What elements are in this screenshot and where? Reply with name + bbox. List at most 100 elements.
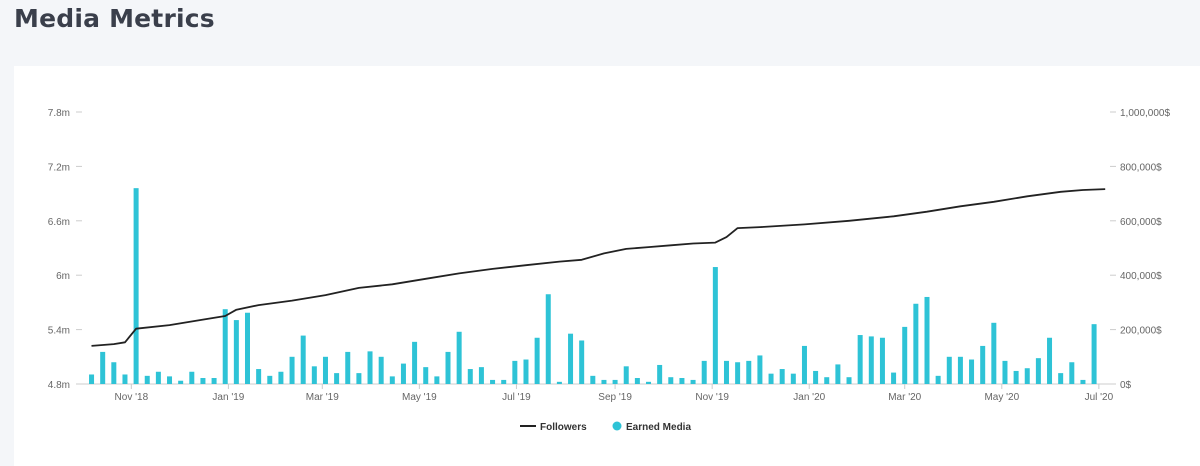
earned-media-bar <box>300 335 306 384</box>
earned-media-bar <box>668 377 674 384</box>
earned-media-bar <box>779 369 785 384</box>
x-tick-label: Sep '19 <box>598 392 632 403</box>
earned-media-bar <box>133 188 139 384</box>
earned-media-bar <box>768 373 774 384</box>
earned-media-bar <box>1002 360 1008 384</box>
earned-media-bar <box>957 356 963 384</box>
earned-media-bar <box>1035 358 1041 384</box>
earned-media-bar <box>100 351 106 384</box>
earned-media-bar <box>412 341 418 384</box>
x-tick-label: May '20 <box>984 392 1019 403</box>
y-left-tick-label: 7.8m <box>48 108 70 119</box>
followers-line-group <box>91 188 1106 347</box>
earned-media-bar <box>523 359 529 384</box>
y-right-tick-label: 200,000$ <box>1120 326 1162 337</box>
earned-media-bar <box>345 351 351 384</box>
earned-media-bar <box>623 366 629 384</box>
earned-media-bar <box>935 375 941 384</box>
y-axis-right: 0$ 200,000$ 400,000$ 600,000$ 800,000$ 1,000,… <box>1110 108 1170 391</box>
earned-media-bar <box>601 379 607 384</box>
earned-media-bar <box>200 378 206 384</box>
earned-media-bar <box>824 377 830 384</box>
earned-media-bar <box>256 369 262 384</box>
y-right-tick-label: 1,000,000$ <box>1120 108 1170 119</box>
earned-media-bars <box>89 188 1097 384</box>
earned-media-bar <box>244 312 250 384</box>
x-tick-label: Jul '19 <box>502 392 531 403</box>
earned-media-bar <box>490 379 496 384</box>
earned-media-bar <box>367 351 373 384</box>
legend-item-followers[interactable]: Followers <box>520 422 587 433</box>
earned-media-bar <box>590 375 596 384</box>
earned-media-bar <box>556 381 562 384</box>
page-title: Media Metrics <box>14 4 215 33</box>
earned-media-bar <box>991 322 997 384</box>
earned-media-bar <box>155 371 161 384</box>
y-left-tick-label: 6m <box>56 271 70 282</box>
earned-media-bar <box>579 340 585 384</box>
earned-media-bar <box>378 356 384 384</box>
x-tick-label: Mar '20 <box>888 392 921 403</box>
y-left-tick-label: 6.6m <box>48 217 70 228</box>
earned-media-bar <box>467 369 473 384</box>
y-left-tick-label: 4.8m <box>48 380 70 391</box>
earned-media-bar <box>501 379 507 384</box>
earned-media-bar <box>746 360 752 384</box>
earned-media-bar <box>946 356 952 384</box>
legend-item-earned-media[interactable]: Earned Media <box>612 421 692 434</box>
earned-media-bar <box>167 376 173 384</box>
earned-media-bar <box>757 355 763 384</box>
earned-media-bar <box>891 372 897 384</box>
earned-media-bar <box>634 378 640 384</box>
earned-media-bar <box>434 376 440 384</box>
earned-media-bar <box>144 375 150 384</box>
earned-media-bar <box>1091 324 1097 384</box>
earned-media-bar <box>735 362 741 384</box>
earned-media-bar <box>178 380 184 384</box>
earned-media-bar <box>690 379 696 384</box>
earned-media-bar <box>456 331 462 384</box>
earned-media-bar <box>646 381 652 384</box>
earned-media-bar <box>89 374 95 384</box>
legend-followers-label: Followers <box>540 422 587 433</box>
y-right-tick-label: 600,000$ <box>1120 217 1162 228</box>
chart-card: Nov '18 Jan '19 Mar '19 May '19 Jul '19 Sep '… <box>14 66 1200 466</box>
earned-media-bar <box>423 367 429 384</box>
x-tick-label: Mar '19 <box>306 392 339 403</box>
earned-media-bar <box>879 337 885 384</box>
earned-media-bar <box>723 360 729 384</box>
earned-media-bar <box>801 345 807 384</box>
x-tick-label: Nov '19 <box>695 392 729 403</box>
earned-media-bar <box>913 303 919 384</box>
earned-media-bar <box>969 359 975 384</box>
earned-media-bar <box>278 371 284 384</box>
x-tick-label: Nov '18 <box>115 392 149 403</box>
earned-media-bar <box>222 309 228 384</box>
earned-media-bar <box>111 362 117 384</box>
earned-media-bar <box>322 356 328 384</box>
x-tick-label: Jul '20 <box>1085 392 1114 403</box>
earned-media-bar <box>568 333 574 384</box>
followers-line <box>91 188 1106 347</box>
earned-media-bar <box>846 377 852 384</box>
earned-media-bar <box>980 345 986 384</box>
earned-media-bar <box>813 370 819 384</box>
y-right-tick-label: 800,000$ <box>1120 162 1162 173</box>
earned-media-bar <box>924 296 930 384</box>
y-left-tick-label: 5.4m <box>48 326 70 337</box>
x-axis: Nov '18 Jan '19 Mar '19 May '19 Jul '19 Sep '… <box>82 383 1114 403</box>
media-metrics-chart: Nov '18 Jan '19 Mar '19 May '19 Jul '19 Sep '… <box>48 108 1171 434</box>
earned-media-bar <box>1080 379 1086 384</box>
earned-media-bar <box>534 337 540 384</box>
earned-media-bar <box>189 371 195 384</box>
legend: Followers Earned Media <box>520 421 692 434</box>
y-right-tick-label: 0$ <box>1120 380 1132 391</box>
earned-media-bar <box>122 374 128 384</box>
earned-media-bar <box>545 294 551 384</box>
earned-media-bar <box>478 367 484 384</box>
earned-media-bar <box>657 364 663 384</box>
y-right-tick-label: 400,000$ <box>1120 271 1162 282</box>
earned-media-bar <box>289 356 295 384</box>
earned-media-bar <box>835 364 841 384</box>
earned-media-bar <box>1069 362 1075 384</box>
